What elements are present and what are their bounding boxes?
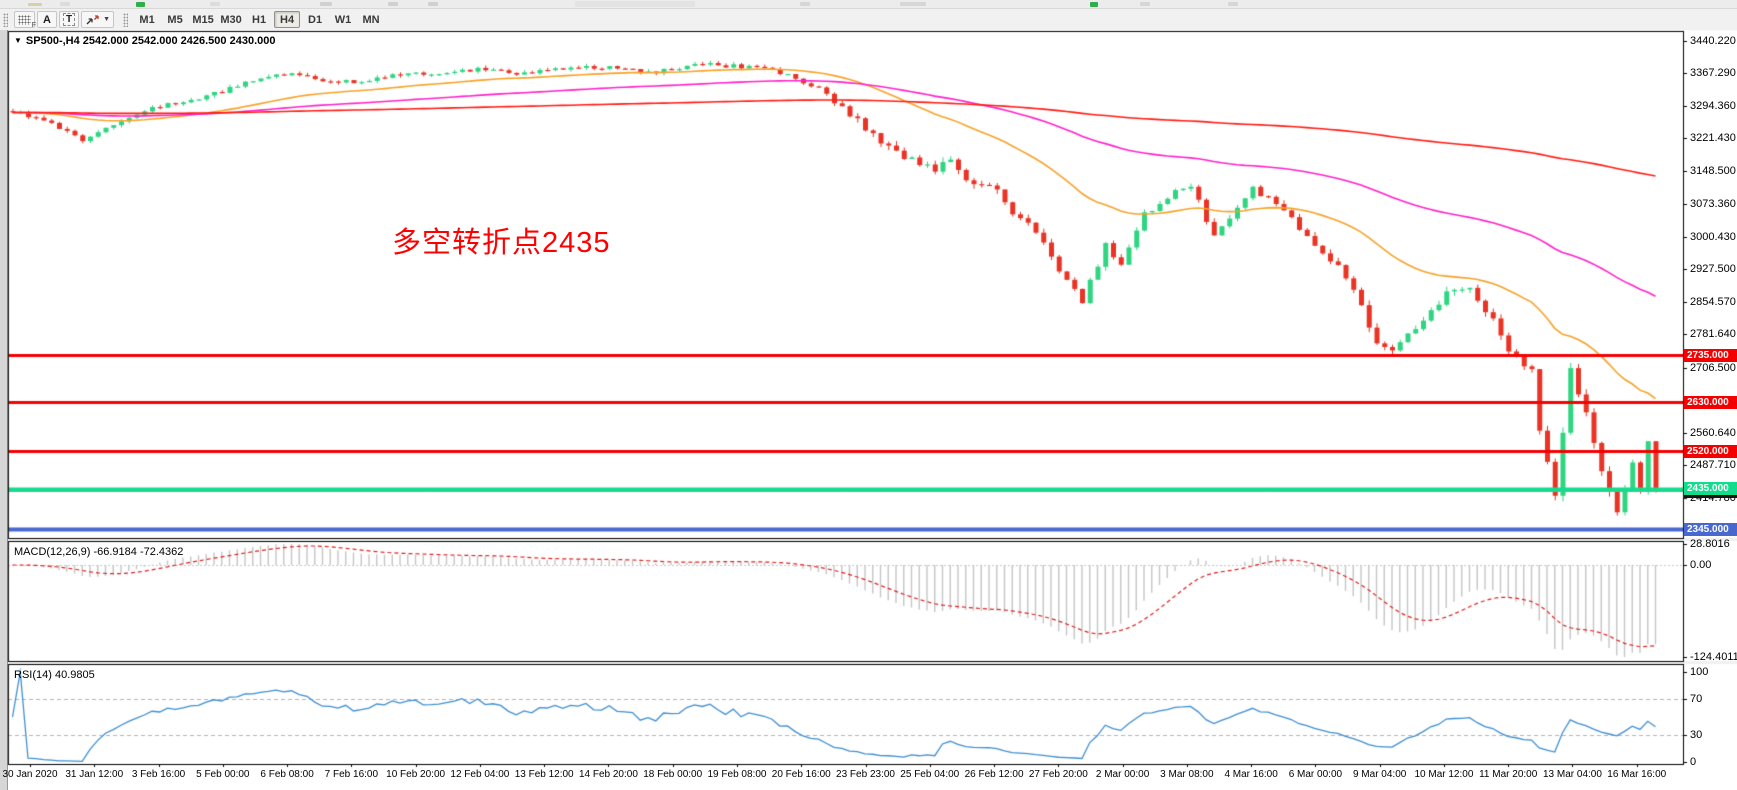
time-axis-label: 6 Feb 08:00: [260, 769, 314, 780]
time-axis-label: 13 Feb 12:00: [514, 769, 574, 780]
price-tick-label: 3440.220: [1690, 35, 1736, 47]
time-axis-label: 31 Jan 12:00: [65, 769, 124, 780]
time-axis-label: 26 Feb 12:00: [964, 769, 1024, 780]
price-tick-label: 2560.640: [1690, 426, 1736, 439]
time-axis-label: 5 Feb 00:00: [196, 769, 250, 780]
time-axis-label: 10 Mar 12:00: [1414, 769, 1474, 780]
time-axis-label: 6 Mar 00:00: [1288, 769, 1343, 780]
time-axis-label: 4 Mar 16:00: [1224, 769, 1278, 780]
rsi-tick-label: 30: [1690, 729, 1703, 741]
level-price-tag[interactable]: 2735.000: [1684, 348, 1737, 362]
time-axis-label: 10 Feb 20:00: [386, 769, 446, 780]
macd-tick-label: 28.8016: [1690, 537, 1730, 550]
price-tick-label: 2854.570: [1690, 295, 1736, 308]
price-tick-label: 3000.430: [1690, 230, 1736, 243]
time-axis-label: 23 Feb 23:00: [836, 769, 895, 780]
chart-title: ▼ SP500-,H4 2542.000 2542.000 2426.500 24…: [14, 35, 275, 47]
level-price-tag[interactable]: 2630.000: [1684, 395, 1737, 409]
time-axis-label: 14 Feb 20:00: [578, 769, 638, 780]
macd-tick-label: 0.00: [1690, 559, 1712, 571]
level-price-tag[interactable]: 2435.000: [1684, 482, 1737, 496]
price-tick-label: 2706.500: [1690, 361, 1736, 374]
price-tick-label: 3073.360: [1690, 198, 1736, 211]
level-price-tag[interactable]: 2520.000: [1684, 444, 1737, 458]
price-tick-label: 2781.640: [1690, 328, 1736, 341]
time-axis-label: 25 Feb 04:00: [900, 769, 960, 780]
time-axis-label: 3 Feb 16:00: [131, 769, 186, 780]
time-axis-label: 27 Feb 20:00: [1028, 769, 1088, 780]
level-price-tag[interactable]: 2345.000: [1684, 522, 1737, 536]
rsi-tick-label: 70: [1690, 693, 1703, 705]
macd-indicator-label: MACD(12,26,9) -66.9184 -72.4362: [14, 546, 184, 558]
time-axis-label: 18 Feb 00:00: [643, 769, 703, 780]
time-axis-label: 16 Mar 16:00: [1607, 769, 1667, 780]
time-axis-label: 30 Jan 2020: [2, 769, 58, 780]
rsi-tick-label: 100: [1690, 666, 1709, 678]
annotation-text: 多空转折点2435: [392, 227, 611, 259]
time-axis-label: 3 Mar 08:00: [1160, 769, 1214, 780]
time-axis-label: 13 Mar 04:00: [1543, 769, 1602, 780]
price-tick-label: 3367.290: [1690, 67, 1736, 80]
chart-title-text: SP500-,H4 2542.000 2542.000 2426.500 243…: [25, 35, 276, 47]
macd-tick-label: -124.4011: [1690, 651, 1737, 663]
price-tick-label: 3294.360: [1690, 99, 1736, 112]
rsi-tick-label: 0: [1690, 756, 1697, 768]
rsi-indicator-label: RSI(14) 40.9805: [14, 669, 95, 681]
time-axis-label: 7 Feb 16:00: [324, 769, 379, 780]
time-axis-label: 11 Mar 20:00: [1479, 769, 1538, 780]
price-tick-label: 2927.500: [1690, 263, 1736, 276]
time-axis-label: 19 Feb 08:00: [707, 769, 767, 780]
price-tick-label: 3148.500: [1690, 164, 1736, 177]
price-tick-label: 2487.710: [1690, 459, 1736, 472]
time-axis-label: 12 Feb 04:00: [450, 769, 510, 780]
time-axis-label: 20 Feb 16:00: [771, 769, 831, 780]
price-tick-label: 3221.430: [1690, 132, 1736, 145]
time-axis-label: 2 Mar 00:00: [1095, 769, 1150, 780]
time-axis-label: 9 Mar 04:00: [1352, 769, 1407, 780]
symbol-dropdown-icon[interactable]: ▼: [14, 36, 22, 45]
